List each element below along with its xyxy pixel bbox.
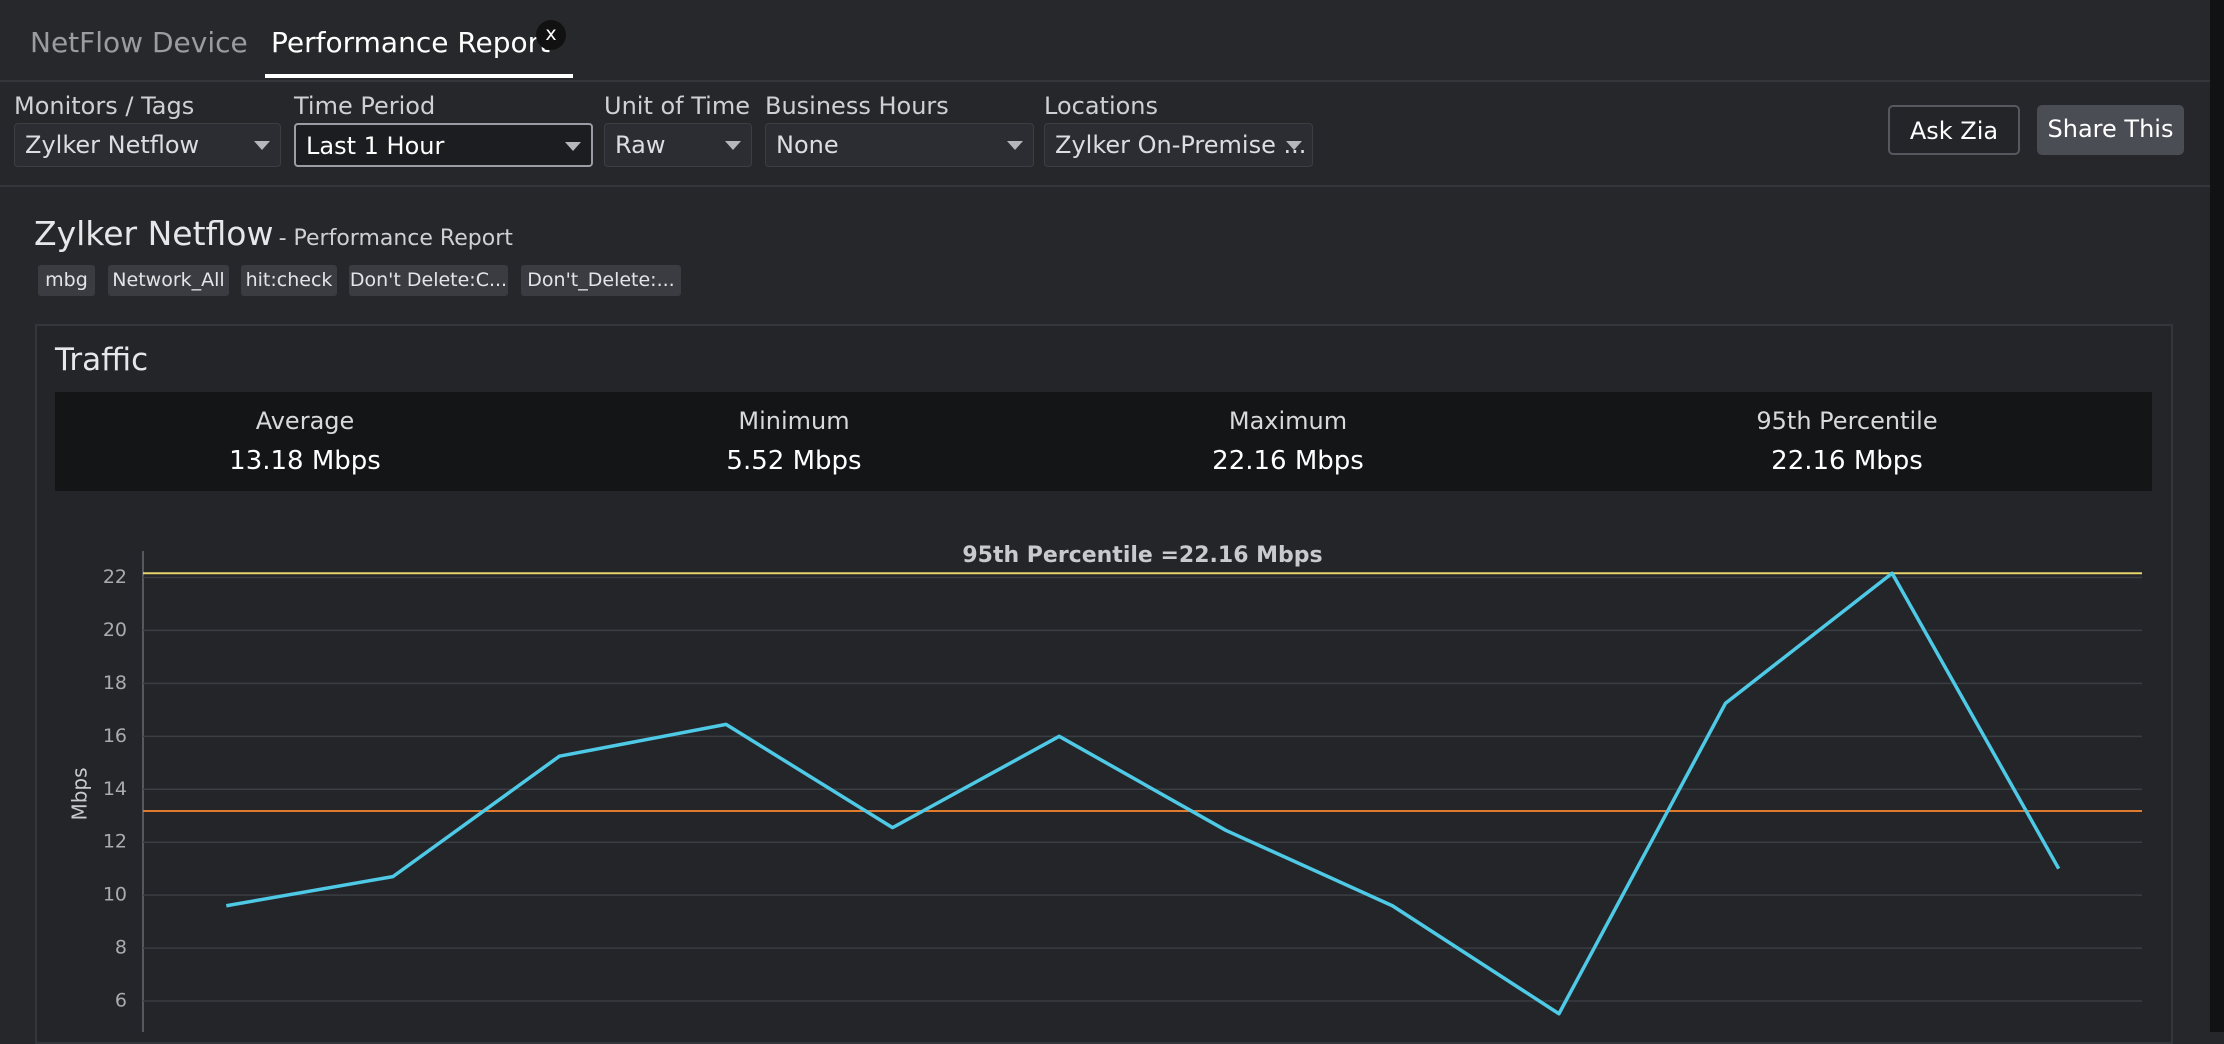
y-tick-label: 12 [103, 831, 127, 853]
y-tick-label: 6 [115, 990, 127, 1012]
y-tick-label: 8 [115, 937, 127, 959]
reference-label: 95th Percentile =22.16 Mbps [962, 543, 1322, 568]
y-tick-label: 18 [103, 672, 127, 694]
y-tick-label: 14 [103, 778, 127, 800]
y-axis-label: Mbps [68, 767, 92, 820]
scrollbar [2210, 0, 2224, 1032]
y-tick-label: 10 [103, 884, 127, 906]
y-tick-label: 16 [103, 725, 127, 747]
y-tick-label: 20 [103, 619, 127, 641]
y-tick-label: 22 [103, 566, 127, 588]
